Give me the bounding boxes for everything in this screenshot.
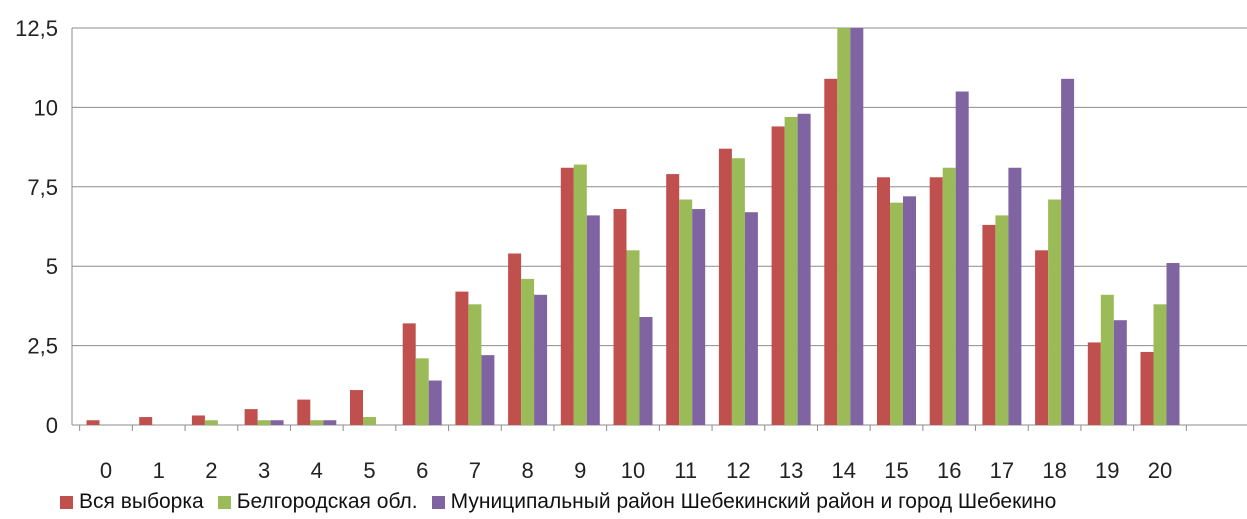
- y-tick-label: 12,5: [15, 16, 58, 41]
- y-tick-label: 0: [46, 413, 58, 438]
- bar-15-series-2: [890, 202, 903, 425]
- bar-5-series-1: [350, 390, 363, 425]
- bar-4-series-3: [323, 420, 337, 425]
- bar-13-series-2: [784, 116, 798, 425]
- x-tick-label: 16: [937, 458, 961, 483]
- bar-8-series-2: [521, 278, 535, 425]
- x-tick-label: 20: [1148, 458, 1172, 483]
- bar-17-series-1: [982, 224, 996, 425]
- bar-10-series-1: [613, 209, 627, 425]
- bar-20-series-2: [1153, 304, 1167, 425]
- x-tick-label: 17: [990, 458, 1014, 483]
- bar-3-series-2: [257, 420, 271, 425]
- bar-3-series-1: [244, 409, 258, 425]
- gridlines: [71, 27, 1247, 431]
- bar-6-series-3: [428, 380, 442, 425]
- bar-10-series-3: [639, 317, 653, 425]
- bar-5-series-2: [363, 417, 376, 425]
- bar-9-series-2: [573, 164, 587, 425]
- legend-swatch: [60, 495, 73, 509]
- bar-9-series-1: [560, 167, 574, 425]
- y-tick-label: 7,5: [27, 175, 58, 200]
- x-tick-label: 11: [674, 458, 697, 483]
- y-axis-ticks: 0 2,5 5 7,5 10 12,5: [15, 16, 58, 438]
- bar-14-series-3: [850, 28, 864, 425]
- bar-19-series-1: [1087, 342, 1101, 425]
- bar-4-series-2: [310, 420, 324, 425]
- bar-18-series-2: [1048, 199, 1062, 425]
- legend-item-shebekino: Муниципальный район Шебекинский район и …: [431, 490, 1057, 514]
- bar-18-series-1: [1035, 250, 1049, 425]
- bar-7-series-2: [468, 304, 482, 425]
- bar-17-series-3: [1008, 167, 1022, 425]
- x-tick-label: 9: [574, 458, 586, 483]
- bar-19-series-3: [1113, 320, 1127, 425]
- x-tick-label: 2: [205, 458, 217, 483]
- legend: Вся выборка Белгородская обл. Муниципаль…: [60, 490, 1070, 514]
- x-tick-label: 10: [621, 458, 645, 483]
- x-tick-label: 4: [311, 458, 323, 483]
- bar-20-series-3: [1166, 263, 1180, 425]
- x-tick-label: 6: [416, 458, 428, 483]
- x-tick-label: 18: [1042, 458, 1066, 483]
- bar-14-series-2: [837, 28, 851, 425]
- x-tick-label: 15: [884, 458, 908, 483]
- x-tick-label: 7: [469, 458, 481, 483]
- bar-11-series-3: [692, 209, 706, 425]
- legend-swatch: [217, 495, 231, 509]
- bar-17-series-2: [995, 215, 1009, 425]
- x-tick-label: 19: [1095, 458, 1119, 483]
- bar-8-series-3: [534, 294, 548, 425]
- bar-15-series-3: [903, 196, 916, 425]
- x-tick-label: 8: [521, 458, 533, 483]
- bar-16-series-3: [955, 91, 969, 426]
- bar-12-series-1: [718, 148, 732, 426]
- x-tick-label: 3: [258, 458, 270, 483]
- y-tick-label: 5: [46, 254, 58, 279]
- legend-item-all-sample: Вся выборка: [60, 490, 204, 514]
- bar-4-series-1: [297, 399, 311, 425]
- bar-8-series-1: [508, 253, 522, 425]
- legend-label: Муниципальный район Шебекинский район и …: [450, 490, 1057, 513]
- y-tick-label: 10: [34, 95, 58, 120]
- bar-9-series-3: [586, 215, 600, 425]
- bar-18-series-3: [1061, 78, 1075, 425]
- bar-7-series-3: [481, 355, 495, 425]
- x-axis-ticks: 0 1 2 3 4 5 6 7 8 9 10 11 12 13 14 15 16 17 18 19 20: [100, 458, 1172, 483]
- bar-12-series-3: [744, 212, 758, 425]
- x-tick-label: 14: [832, 458, 856, 483]
- bar-6-series-1: [402, 323, 416, 425]
- x-tick-label: 12: [726, 458, 750, 483]
- legend-label: Белгородская обл.: [236, 490, 418, 513]
- bar-1-series-1: [139, 417, 153, 425]
- bar-11-series-2: [679, 199, 693, 425]
- bar-15-series-1: [877, 177, 890, 425]
- bars: [86, 28, 1180, 426]
- x-tick-label: 13: [779, 458, 803, 483]
- bar-0-series-1: [86, 420, 100, 425]
- x-tick-label: 1: [153, 458, 165, 483]
- bar-6-series-2: [415, 358, 429, 425]
- bar-16-series-2: [942, 167, 956, 425]
- x-tick-label: 5: [363, 458, 375, 483]
- legend-swatch: [431, 495, 445, 509]
- bar-7-series-1: [455, 291, 469, 425]
- bar-20-series-1: [1140, 351, 1154, 425]
- bar-16-series-1: [929, 177, 943, 425]
- bar-12-series-2: [731, 158, 745, 425]
- x-tick-label: 0: [100, 458, 112, 483]
- bar-2-series-1: [191, 415, 205, 425]
- bar-13-series-1: [771, 126, 785, 426]
- legend-item-belgorod: Белгородская обл.: [217, 490, 418, 514]
- bar-13-series-3: [797, 113, 811, 425]
- bar-11-series-1: [666, 174, 680, 425]
- bar-10-series-2: [626, 250, 640, 425]
- bar-14-series-1: [824, 78, 838, 425]
- y-tick-label: 2,5: [27, 334, 58, 359]
- bar-2-series-2: [204, 420, 218, 425]
- legend-label: Вся выборка: [79, 490, 204, 513]
- bar-19-series-2: [1100, 294, 1114, 425]
- bar-3-series-3: [270, 420, 284, 425]
